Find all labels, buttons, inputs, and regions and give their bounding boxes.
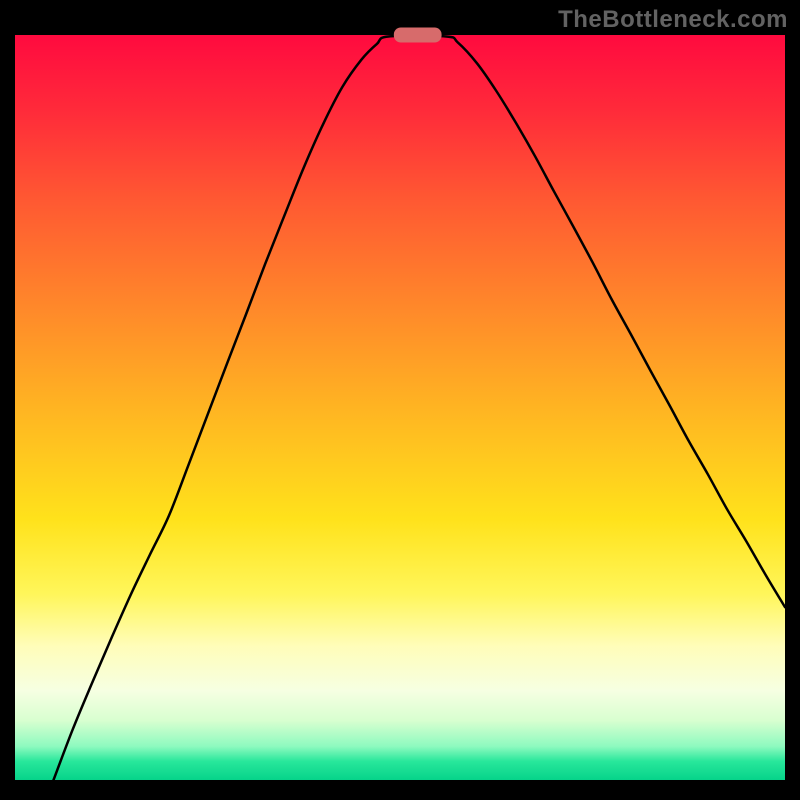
chart-container: TheBottleneck.com xyxy=(0,0,800,800)
watermark-text: TheBottleneck.com xyxy=(558,6,788,34)
bottleneck-chart xyxy=(0,0,800,800)
optimal-marker xyxy=(394,28,442,43)
